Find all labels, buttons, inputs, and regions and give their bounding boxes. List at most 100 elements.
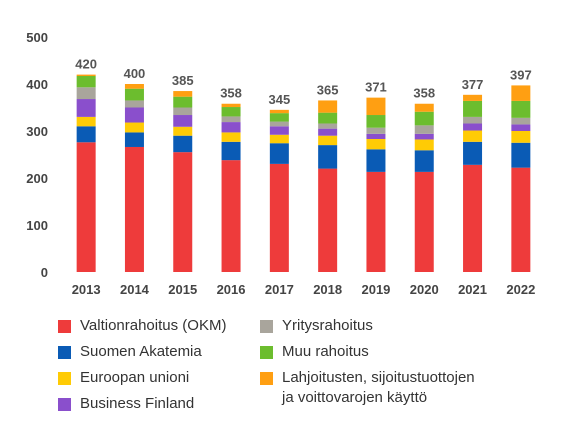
bar-segment xyxy=(269,134,289,144)
legend-label: Euroopan unioni xyxy=(80,369,190,386)
total-label: 358 xyxy=(220,86,242,101)
legend-label: Muu rahoitus xyxy=(282,343,369,360)
stacked-bar-chart: 0 100 200 300 400 500 420 2013 400 2014 385 2015 358… xyxy=(26,30,535,297)
legend-swatch xyxy=(260,346,273,359)
bar-segment xyxy=(76,76,96,88)
legend-swatch xyxy=(260,320,273,333)
bar-segment xyxy=(221,132,241,142)
total-label: 345 xyxy=(268,92,290,107)
bar-segment xyxy=(221,107,241,117)
bar-segment xyxy=(221,141,241,161)
bar-segment xyxy=(511,124,531,131)
bar-segment xyxy=(269,126,289,135)
bar-segment xyxy=(221,116,241,123)
x-tick-label: 2017 xyxy=(265,282,294,297)
y-tick-label: 0 xyxy=(41,265,48,280)
bar-segment xyxy=(463,116,483,124)
legend-item: Yritysrahoitus xyxy=(260,316,373,336)
bar-segment xyxy=(511,167,531,272)
bar-segment xyxy=(173,152,193,272)
legend-label: Valtionrahoitus (OKM) xyxy=(80,317,227,334)
total-label: 358 xyxy=(413,86,435,101)
bar-segment xyxy=(414,150,434,172)
bar-segment xyxy=(173,107,193,116)
total-label: 400 xyxy=(124,66,146,81)
bar-segment xyxy=(221,160,241,272)
legend-item: Valtionrahoitus (OKM) xyxy=(58,316,226,336)
bar-segment xyxy=(124,122,144,133)
legend-item: Lahjoitusten, sijoitustuottojen ja voitt… xyxy=(260,368,475,408)
bar-segment xyxy=(414,171,434,272)
y-tick-label: 400 xyxy=(26,77,48,92)
bar-segment xyxy=(463,141,483,165)
bar-segment xyxy=(76,126,96,143)
bar-segment xyxy=(173,126,193,136)
x-tick-label: 2016 xyxy=(217,282,246,297)
bar-segment xyxy=(269,163,289,272)
y-tick-label: 300 xyxy=(26,124,48,139)
y-tick-label: 500 xyxy=(26,30,48,45)
bar-segment xyxy=(318,168,338,272)
bar-segment xyxy=(269,109,289,114)
bar-segment xyxy=(76,116,96,127)
legend-swatch xyxy=(58,346,71,359)
bar-segment xyxy=(463,94,483,101)
bar-segment xyxy=(318,145,338,169)
total-label: 365 xyxy=(317,82,339,97)
bar-segment xyxy=(221,103,241,108)
total-label: 397 xyxy=(510,67,532,82)
bar-segment xyxy=(124,84,144,89)
bar-segment xyxy=(463,123,483,131)
bar-segment xyxy=(511,131,531,143)
y-tick-label: 200 xyxy=(26,171,48,186)
x-tick-label: 2019 xyxy=(361,282,390,297)
bar-segment xyxy=(414,111,434,126)
legend-swatch xyxy=(58,372,71,385)
bar-segment xyxy=(173,135,193,153)
bar-segment xyxy=(463,100,483,117)
bar-segment xyxy=(463,130,483,142)
bar-segment xyxy=(463,164,483,272)
legend-swatch xyxy=(260,372,273,385)
bar-segment xyxy=(124,132,144,147)
bar-segment xyxy=(318,123,338,129)
legend-label: Business Finland xyxy=(80,395,195,412)
legend-item: Euroopan unioni xyxy=(58,368,189,388)
bar-segment xyxy=(76,142,96,272)
bar-segment xyxy=(366,149,386,172)
legend-item: Muu rahoitus xyxy=(260,342,369,362)
x-tick-label: 2014 xyxy=(120,282,150,297)
bar-segment xyxy=(124,100,144,108)
legend-item: Business Finland xyxy=(58,394,194,414)
total-label: 371 xyxy=(365,80,387,95)
bar-segment xyxy=(414,139,434,151)
legend-item: Suomen Akatemia xyxy=(58,342,202,362)
bar-segment xyxy=(366,127,386,134)
bar-segment xyxy=(269,113,289,122)
bar-segment xyxy=(366,97,386,116)
bar-segment xyxy=(318,128,338,136)
bar-segment xyxy=(366,115,386,128)
bar-segment xyxy=(269,121,289,127)
x-tick-label: 2013 xyxy=(72,282,101,297)
bar-segment xyxy=(366,138,386,150)
legend-swatch xyxy=(58,398,71,411)
bar-segment xyxy=(318,112,338,124)
bar-segment xyxy=(124,107,144,123)
bar-segment xyxy=(414,133,434,140)
bar-segment xyxy=(318,100,338,113)
legend-label: Yritysrahoitus xyxy=(282,317,373,334)
x-tick-label: 2021 xyxy=(458,282,487,297)
bar-segment xyxy=(76,99,96,117)
bar-segment xyxy=(511,85,531,101)
bar-segment xyxy=(124,146,144,272)
bar-segment xyxy=(221,122,241,133)
bar-segment xyxy=(414,103,434,112)
bar-segment xyxy=(511,117,531,125)
legend-swatch xyxy=(58,320,71,333)
legend-label: Suomen Akatemia xyxy=(80,343,202,360)
bar-segment xyxy=(269,143,289,164)
bar-segment xyxy=(511,100,531,118)
total-label: 385 xyxy=(172,73,194,88)
bar-segment xyxy=(318,135,338,146)
